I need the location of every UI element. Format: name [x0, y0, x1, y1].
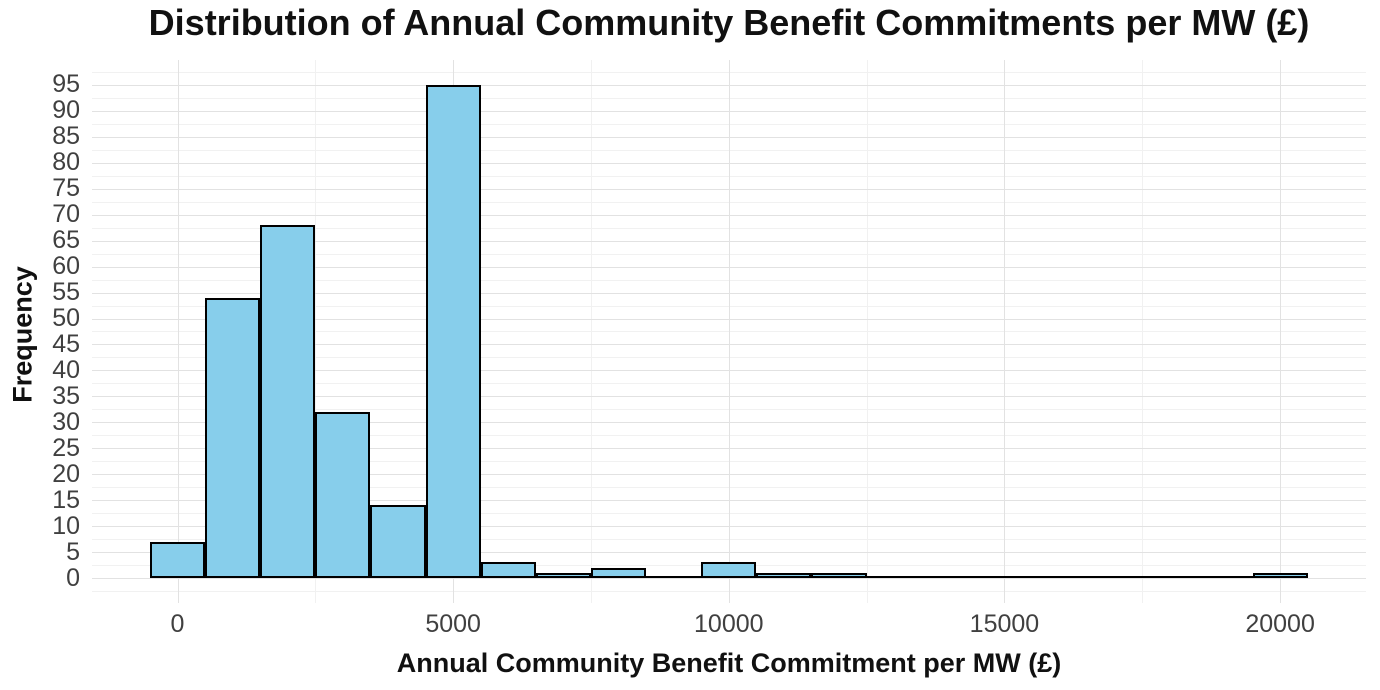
y-tick-label: 55	[52, 278, 80, 307]
histogram-bar	[866, 576, 922, 578]
histogram-bar	[811, 572, 867, 578]
histogram-bar	[1032, 576, 1088, 578]
histogram-bar	[921, 576, 977, 578]
histogram-bar	[480, 562, 536, 578]
y-tick-label: 20	[52, 459, 80, 488]
plot-panel	[92, 60, 1366, 603]
y-tick-label: 75	[52, 174, 80, 203]
x-tick-label: 10000	[694, 610, 764, 638]
histogram-bar	[425, 84, 481, 578]
grid-minor-v	[1142, 60, 1144, 603]
histogram-bar	[535, 572, 591, 578]
y-tick-label: 30	[52, 407, 80, 436]
y-tick-label: 50	[52, 304, 80, 332]
histogram-bar	[701, 562, 757, 578]
y-tick-label: 35	[52, 381, 80, 410]
y-tick-label: 85	[52, 122, 80, 151]
grid-minor-v	[866, 60, 868, 603]
histogram-bar	[205, 297, 261, 578]
histogram-bar	[1142, 576, 1198, 578]
histogram-bar	[260, 225, 316, 578]
grid-minor-v	[315, 60, 317, 603]
y-tick-label: 65	[52, 226, 80, 255]
x-tick-label: 0	[170, 610, 185, 638]
y-axis-label: Frequency	[7, 266, 38, 403]
y-tick-label: 25	[52, 433, 80, 462]
y-tick-label: 15	[52, 485, 80, 514]
x-tick-label: 5000	[425, 610, 481, 638]
y-tick-label: 70	[52, 200, 80, 229]
histogram-bar	[149, 541, 206, 578]
y-tick-label: 40	[52, 355, 80, 384]
x-tick-label: 20000	[1245, 610, 1315, 638]
histogram-bar	[1252, 572, 1308, 578]
histogram-bar	[1197, 576, 1253, 578]
chart-title: Distribution of Annual Community Benefit…	[148, 2, 1310, 43]
grid-major-v	[1280, 60, 1282, 603]
histogram-bar	[1087, 576, 1143, 578]
x-tick-label: 15000	[969, 610, 1040, 638]
histogram-bar	[976, 576, 1032, 578]
y-tick-label: 5	[66, 537, 80, 566]
histogram-bar	[646, 576, 702, 578]
y-tick-label: 0	[66, 563, 80, 592]
grid-major-v	[177, 60, 179, 603]
histogram-bar	[315, 411, 371, 578]
y-tick-label: 10	[52, 511, 80, 540]
grid-minor-v	[590, 60, 592, 603]
y-tick-label: 90	[52, 96, 80, 125]
grid-major-v	[1004, 60, 1006, 603]
histogram-bar	[590, 567, 647, 578]
y-tick-label: 60	[52, 252, 80, 281]
grid-major-v	[728, 60, 730, 603]
x-axis-label: Annual Community Benefit Commitment per …	[396, 648, 1062, 678]
histogram-bar	[756, 572, 812, 578]
y-tick-label: 45	[52, 329, 80, 358]
y-tick-label: 95	[52, 70, 80, 99]
histogram-bar	[370, 505, 426, 578]
y-tick-label: 80	[52, 148, 80, 177]
